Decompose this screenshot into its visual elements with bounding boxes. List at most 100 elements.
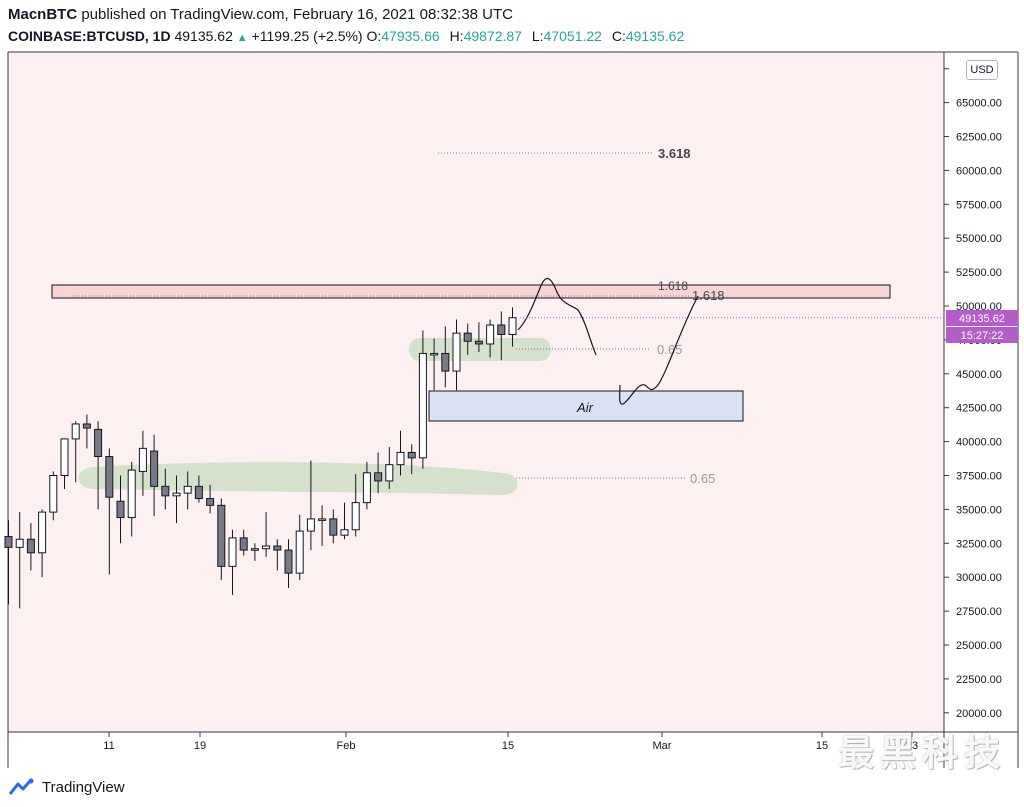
watermark-text: 最黑科技 bbox=[838, 733, 1007, 774]
close-value: 49135.62 bbox=[625, 28, 685, 44]
candle-body bbox=[26, 538, 35, 554]
y-tick-label: 32500.00 bbox=[956, 538, 1002, 550]
high-label: H: bbox=[449, 28, 464, 44]
candle-body bbox=[239, 537, 248, 551]
y-tick-label: 37500.00 bbox=[956, 471, 1002, 483]
candle-body bbox=[452, 332, 461, 372]
candle-body bbox=[116, 500, 125, 519]
x-tick-label: 19 bbox=[194, 740, 206, 752]
candle-body bbox=[306, 518, 315, 532]
candle-body bbox=[262, 545, 271, 550]
tradingview-brand[interactable]: TradingView bbox=[42, 778, 125, 796]
candle-body bbox=[228, 537, 237, 567]
x-tick-label: Feb bbox=[337, 740, 356, 752]
y-tick-label: 52500.00 bbox=[956, 267, 1002, 279]
candle-body bbox=[4, 536, 13, 548]
last-price: 49135.62 bbox=[174, 28, 233, 44]
candle-body bbox=[486, 324, 495, 345]
candle-body bbox=[463, 332, 472, 342]
candle-body bbox=[183, 485, 192, 494]
fib-label: 0.65 bbox=[690, 471, 715, 486]
y-tick-label: 30000.00 bbox=[956, 572, 1002, 584]
candle-body bbox=[15, 538, 24, 548]
price-label-text: 49135.62 bbox=[959, 313, 1005, 325]
candle-body bbox=[105, 456, 114, 498]
candlestick-chart[interactable]: 20000.00 22500.00 25000.00 27500.00 30000.00… bbox=[0, 48, 1024, 768]
candle-body bbox=[49, 475, 58, 513]
publish-line: MacnBTC published on TradingView.com, Fe… bbox=[8, 4, 1018, 26]
price-label-box bbox=[946, 310, 1018, 326]
candle-body bbox=[362, 472, 371, 504]
candle-body bbox=[508, 317, 517, 335]
projection-path-2 bbox=[619, 295, 699, 405]
y-tick-label: 55000.00 bbox=[956, 233, 1002, 245]
candle-body bbox=[60, 438, 69, 476]
candle-body bbox=[318, 518, 327, 521]
candle-body bbox=[82, 423, 91, 429]
y-tick-label: 40000.00 bbox=[956, 437, 1002, 449]
candle-body bbox=[407, 451, 416, 459]
close-label: C: bbox=[611, 28, 626, 44]
candle-body bbox=[396, 451, 405, 466]
candle-body bbox=[273, 545, 282, 551]
resistance-zone bbox=[51, 284, 891, 299]
y-tick-label: 25000.00 bbox=[956, 640, 1002, 652]
candle-body bbox=[441, 352, 450, 372]
footer: TradingView bbox=[8, 775, 125, 799]
candle-body bbox=[418, 352, 427, 459]
tradingview-logo-icon[interactable] bbox=[8, 778, 36, 796]
candle-body bbox=[206, 498, 215, 506]
y-tick-label: 42500.00 bbox=[956, 403, 1002, 415]
x-tick-label: 11 bbox=[103, 740, 114, 752]
low-label: L: bbox=[531, 28, 544, 44]
candle-body bbox=[351, 502, 360, 531]
currency-badge[interactable]: USD bbox=[966, 60, 998, 80]
candle-body bbox=[385, 464, 394, 482]
symbol-label[interactable]: COINBASE:BTCUSD, 1D bbox=[8, 28, 171, 44]
y-tick-label: 20000.00 bbox=[956, 708, 1002, 720]
chart-area[interactable]: 20000.00 22500.00 25000.00 27500.00 30000.00… bbox=[0, 48, 1024, 768]
candle-body bbox=[295, 530, 304, 574]
candle-body bbox=[38, 511, 47, 554]
up-arrow-icon: ▲ bbox=[236, 32, 248, 44]
y-tick-label: 60000.00 bbox=[956, 165, 1002, 177]
candle-body bbox=[217, 504, 226, 567]
y-tick-label: 27500.00 bbox=[956, 606, 1002, 618]
fib-label: 1.618 bbox=[692, 288, 725, 303]
candle-body bbox=[172, 492, 181, 497]
x-tick-label: 15 bbox=[816, 740, 828, 752]
x-tick-label: Mar bbox=[653, 740, 672, 752]
high-value: 49872.87 bbox=[463, 28, 522, 44]
x-tick-label: 23 bbox=[906, 740, 918, 752]
candle-body bbox=[150, 450, 159, 487]
candle-body bbox=[497, 324, 506, 335]
candle-body bbox=[94, 428, 103, 458]
y-tick-label: 35000.00 bbox=[956, 504, 1002, 516]
y-tick-label: 22500.00 bbox=[956, 674, 1002, 686]
candle-body bbox=[71, 423, 80, 440]
y-tick-label: 45000.00 bbox=[956, 369, 1002, 381]
candle-body bbox=[474, 340, 483, 345]
candle-body bbox=[127, 469, 136, 519]
open-label: O: bbox=[366, 28, 382, 44]
published-text: published on TradingView.com, February 1… bbox=[81, 6, 513, 23]
countdown-label-box bbox=[946, 327, 1018, 343]
candle-body bbox=[329, 518, 338, 536]
author-name[interactable]: MacnBTC bbox=[8, 6, 78, 23]
candle-body bbox=[138, 447, 147, 472]
fib-label: 0.65 bbox=[657, 342, 682, 357]
candle-body bbox=[161, 485, 170, 497]
candle-body bbox=[340, 529, 349, 536]
price-change: +1199.25 (+2.5%) bbox=[251, 28, 363, 44]
candle-body bbox=[374, 472, 383, 482]
air-box bbox=[428, 390, 744, 422]
candle-body bbox=[194, 485, 203, 500]
low-value: 47051.22 bbox=[543, 28, 602, 44]
ohlc-line: COINBASE:BTCUSD, 1D 49135.62 ▲ +1199.25 … bbox=[8, 26, 1018, 46]
chart-header: MacnBTC published on TradingView.com, Fe… bbox=[8, 4, 1018, 46]
y-tick-label: 62500.00 bbox=[956, 132, 1002, 144]
candle-body bbox=[430, 352, 439, 356]
fib-label: 3.618 bbox=[658, 146, 691, 161]
y-tick-label: 57500.00 bbox=[956, 199, 1002, 211]
candle-body bbox=[250, 548, 259, 551]
